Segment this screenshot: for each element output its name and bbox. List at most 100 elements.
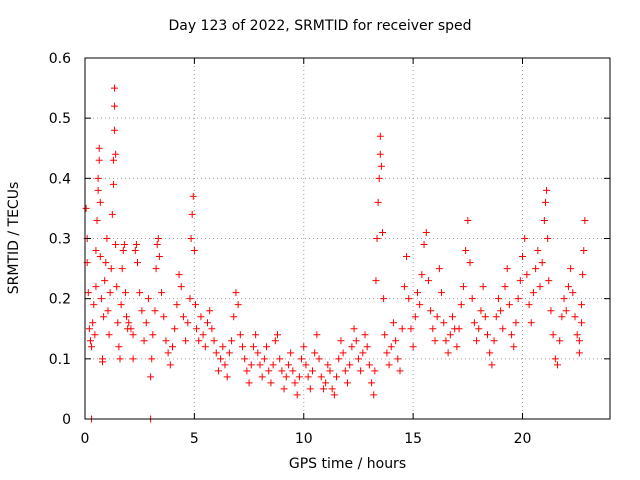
- data-point: [564, 283, 572, 291]
- data-point: [304, 373, 312, 381]
- data-point: [429, 325, 437, 333]
- data-point: [571, 313, 579, 321]
- data-point: [282, 373, 290, 381]
- data-point: [396, 367, 404, 375]
- data-point: [173, 301, 181, 309]
- data-point: [479, 283, 487, 291]
- data-point: [239, 343, 246, 351]
- data-point: [444, 349, 452, 357]
- data-point: [111, 126, 119, 134]
- data-point: [322, 379, 330, 387]
- data-point: [411, 313, 419, 321]
- data-point: [361, 331, 369, 339]
- data-point: [252, 331, 260, 339]
- data-point: [117, 301, 125, 309]
- data-point: [529, 289, 537, 297]
- data-point: [484, 331, 491, 339]
- data-point: [409, 343, 417, 351]
- data-point: [118, 265, 126, 273]
- data-point: [381, 331, 389, 339]
- data-point: [132, 241, 140, 249]
- data-point: [380, 295, 388, 303]
- data-point: [543, 186, 551, 194]
- data-point: [309, 367, 316, 375]
- data-point: [298, 355, 306, 363]
- data-point: [92, 247, 100, 255]
- data-point: [263, 343, 271, 351]
- data-point: [490, 337, 498, 345]
- data-point: [438, 289, 446, 297]
- data-point: [536, 283, 544, 291]
- data-point: [85, 325, 93, 333]
- data-point: [540, 216, 548, 224]
- data-point: [206, 307, 214, 315]
- y-tick-label: 0.1: [49, 352, 71, 368]
- data-point: [187, 235, 195, 242]
- data-point: [538, 259, 546, 267]
- data-point: [422, 228, 430, 236]
- data-point: [306, 385, 314, 393]
- data-point: [106, 289, 114, 297]
- data-point: [350, 325, 358, 333]
- data-point: [379, 228, 386, 236]
- data-point: [147, 373, 155, 381]
- data-point: [370, 391, 378, 399]
- data-point: [466, 259, 474, 267]
- data-point: [256, 361, 264, 369]
- y-tick-label: 0.4: [49, 171, 71, 187]
- data-point: [492, 313, 500, 321]
- data-point: [405, 295, 413, 303]
- data-point: [389, 319, 397, 327]
- data-point: [274, 331, 281, 339]
- data-point: [96, 198, 104, 206]
- data-point: [333, 373, 341, 381]
- data-point: [497, 307, 505, 315]
- data-point: [516, 277, 524, 285]
- data-point: [210, 337, 218, 345]
- data-point: [302, 361, 310, 369]
- data-point: [545, 277, 553, 285]
- data-point: [486, 349, 494, 357]
- data-point: [330, 391, 338, 399]
- data-point: [219, 343, 227, 351]
- data-point: [578, 319, 586, 327]
- data-point: [111, 84, 119, 92]
- data-point: [394, 355, 402, 363]
- ticks-layer: 0 0.1 0.2 0.3 0.4 0.5 0.6 0 5 10 15 20: [49, 51, 610, 447]
- data-point: [400, 283, 408, 291]
- data-point: [335, 355, 343, 363]
- data-point: [300, 343, 308, 351]
- data-point: [464, 216, 472, 224]
- data-point: [578, 301, 586, 309]
- data-point: [208, 325, 216, 333]
- data-point: [481, 313, 489, 321]
- data-point: [293, 391, 301, 399]
- data-point: [544, 235, 552, 242]
- data-point: [341, 367, 349, 375]
- data-point: [100, 313, 108, 321]
- data-point: [107, 265, 115, 273]
- data-point: [152, 265, 160, 273]
- data-point: [91, 331, 99, 339]
- data-point: [82, 204, 90, 212]
- data-point: [414, 289, 421, 297]
- data-point: [569, 289, 577, 297]
- data-point: [376, 150, 384, 158]
- data-point: [315, 355, 323, 363]
- data-point: [108, 210, 116, 218]
- data-point: [204, 319, 211, 327]
- data-point: [134, 259, 141, 267]
- data-point: [534, 247, 542, 255]
- data-point: [195, 337, 203, 345]
- data-point: [271, 337, 279, 345]
- data-point: [372, 277, 380, 285]
- data-point: [549, 331, 557, 339]
- data-point: [102, 259, 110, 267]
- data-point: [89, 319, 97, 327]
- data-point: [567, 265, 575, 273]
- data-point: [348, 343, 356, 351]
- data-point: [512, 319, 520, 327]
- data-point: [477, 307, 485, 315]
- data-point: [346, 361, 354, 369]
- data-point: [532, 265, 540, 273]
